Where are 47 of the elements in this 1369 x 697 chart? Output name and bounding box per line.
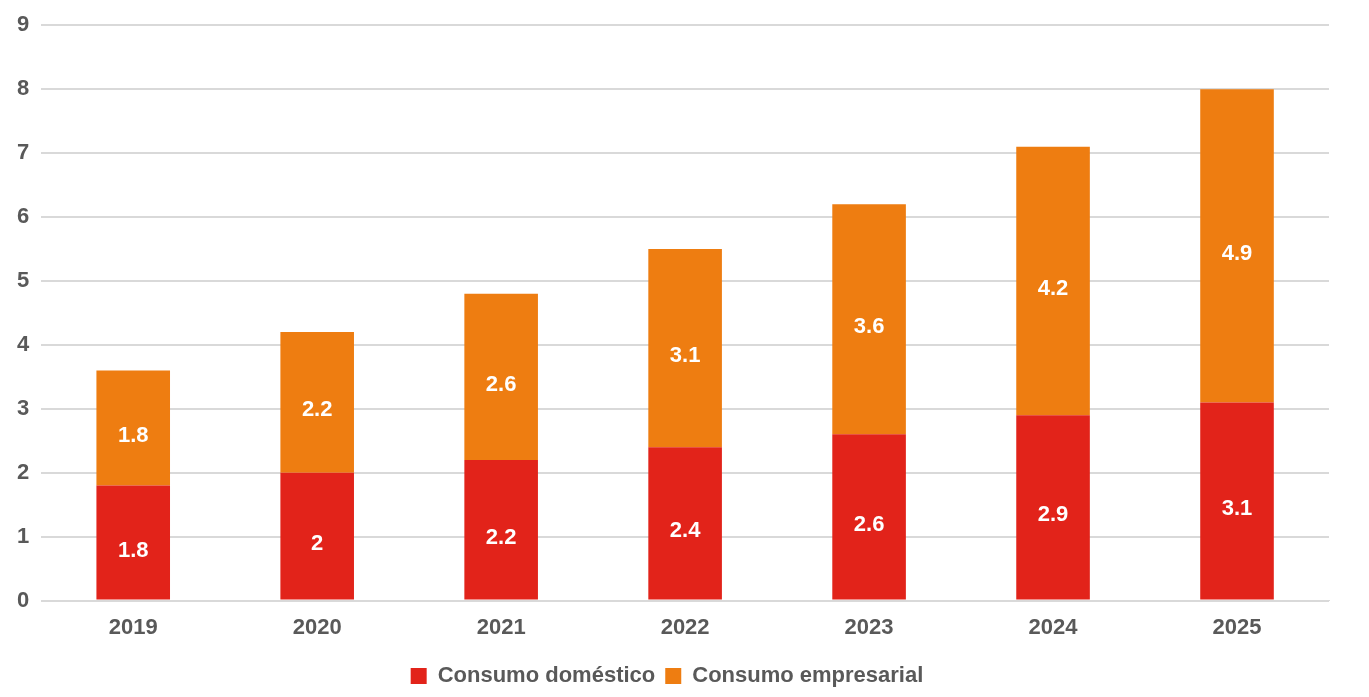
legend-label: Consumo doméstico — [437, 662, 656, 688]
bar — [1016, 146, 1090, 416]
x-tick-label: 2024 — [1028, 613, 1079, 639]
bar — [96, 370, 171, 486]
bar — [464, 459, 538, 600]
bar — [96, 485, 171, 600]
bar — [1200, 89, 1274, 403]
bar — [1200, 402, 1274, 600]
data-label: 2.2 — [485, 523, 517, 549]
y-tick-label: 4 — [16, 330, 30, 356]
data-label: 3.1 — [669, 342, 701, 368]
data-label: 4.2 — [1037, 275, 1069, 300]
y-tick-label: 2 — [16, 458, 30, 484]
y-tick-label: 1 — [16, 522, 30, 548]
y-tick-label: 5 — [16, 267, 30, 292]
bar — [832, 204, 906, 435]
data-label: 2 — [311, 530, 324, 556]
bar — [280, 472, 354, 600]
legend-label: Consumo empresarial — [692, 662, 924, 688]
data-label: 4.9 — [1221, 239, 1253, 265]
x-tick-label: 2025 — [1212, 613, 1262, 639]
x-tick-label: 2023 — [844, 613, 894, 639]
bar — [648, 447, 722, 600]
x-tick-label: 2021 — [476, 613, 526, 639]
x-tick-label: 2019 — [108, 613, 158, 639]
y-tick-label: 6 — [16, 203, 30, 229]
data-label: 3.6 — [853, 313, 885, 339]
bar — [280, 332, 354, 473]
data-label: 3.1 — [1221, 495, 1253, 521]
x-tick-label: 2020 — [292, 613, 342, 639]
data-label: 2.6 — [485, 370, 517, 396]
data-label: 1.8 — [117, 422, 149, 448]
data-label: 2.9 — [1037, 501, 1069, 527]
y-tick-label: 0 — [16, 586, 30, 612]
y-tick-label: 3 — [16, 394, 30, 420]
x-tick-label: 2022 — [660, 613, 710, 639]
y-tick-label: 7 — [16, 139, 30, 165]
data-label: 1.8 — [117, 536, 149, 562]
data-label: 2.6 — [853, 511, 885, 537]
y-tick-label: 8 — [16, 75, 30, 101]
data-label: 2.2 — [301, 396, 333, 422]
bar — [464, 293, 538, 460]
bar — [1016, 415, 1090, 600]
bar — [648, 248, 722, 448]
data-label: 2.4 — [669, 517, 702, 543]
bar — [832, 434, 906, 600]
y-tick-label: 9 — [16, 11, 30, 37]
